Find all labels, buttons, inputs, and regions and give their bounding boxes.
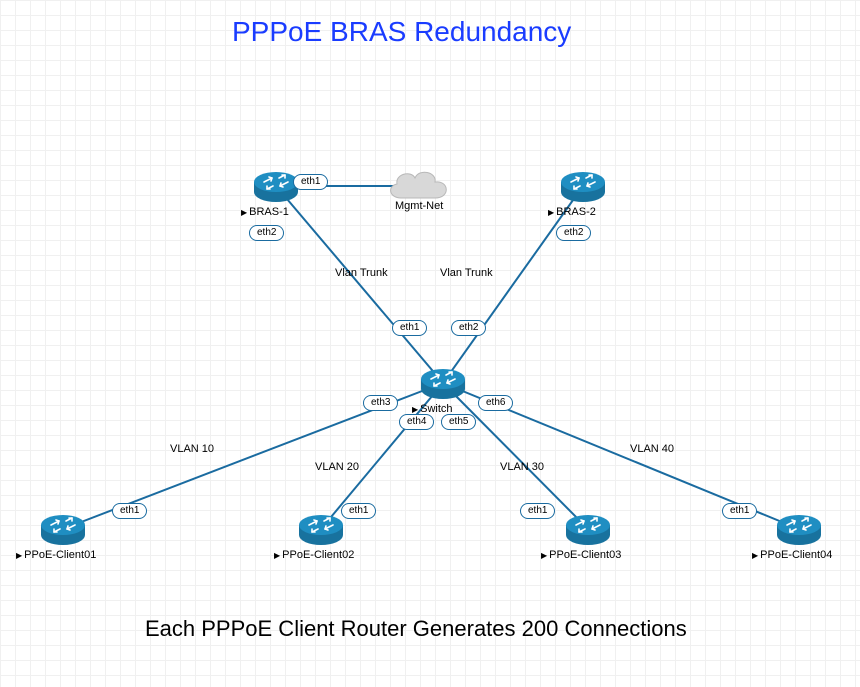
- edge-label: VLAN 20: [315, 461, 359, 473]
- port-label: eth1: [341, 503, 376, 519]
- port-label: eth1: [722, 503, 757, 519]
- node-label: Switch: [412, 403, 453, 415]
- port-label: eth4: [399, 414, 434, 430]
- router-icon[interactable]: [298, 513, 344, 545]
- router-icon[interactable]: [253, 170, 299, 202]
- edge-label: VLAN 40: [630, 443, 674, 455]
- node-label: PPoE-Client04: [752, 549, 832, 561]
- diagram-subtitle: Each PPPoE Client Router Generates 200 C…: [145, 616, 687, 642]
- router-icon[interactable]: [560, 170, 606, 202]
- node-label: PPoE-Client01: [16, 549, 96, 561]
- port-label: eth2: [249, 225, 284, 241]
- node-label: PPoE-Client03: [541, 549, 621, 561]
- router-icon[interactable]: [420, 367, 466, 399]
- edge-label: VLAN 10: [170, 443, 214, 455]
- port-label: eth1: [520, 503, 555, 519]
- port-label: eth1: [293, 174, 328, 190]
- port-label: eth6: [478, 395, 513, 411]
- edge-label: VLAN 30: [500, 461, 544, 473]
- edges-layer: [0, 0, 860, 687]
- node-label: BRAS-2: [548, 206, 596, 218]
- diagram-title: PPPoE BRAS Redundancy: [232, 16, 571, 48]
- router-icon[interactable]: [565, 513, 611, 545]
- node-label: BRAS-1: [241, 206, 289, 218]
- port-label: eth2: [451, 320, 486, 336]
- edge-label: Vlan Trunk: [440, 267, 493, 279]
- edge-label: Vlan Trunk: [335, 267, 388, 279]
- router-icon[interactable]: [776, 513, 822, 545]
- node-label: Mgmt-Net: [395, 200, 443, 212]
- edge: [276, 186, 443, 383]
- port-label: eth5: [441, 414, 476, 430]
- port-label: eth1: [392, 320, 427, 336]
- router-icon[interactable]: [40, 513, 86, 545]
- node-label: PPoE-Client02: [274, 549, 354, 561]
- port-label: eth3: [363, 395, 398, 411]
- diagram-canvas: eth2 eth1 eth2 eth2 eth3 eth1 eth4 eth1 eth5 eth1…: [0, 0, 860, 687]
- edge: [443, 383, 588, 529]
- port-label: eth1: [112, 503, 147, 519]
- port-label: eth2: [556, 225, 591, 241]
